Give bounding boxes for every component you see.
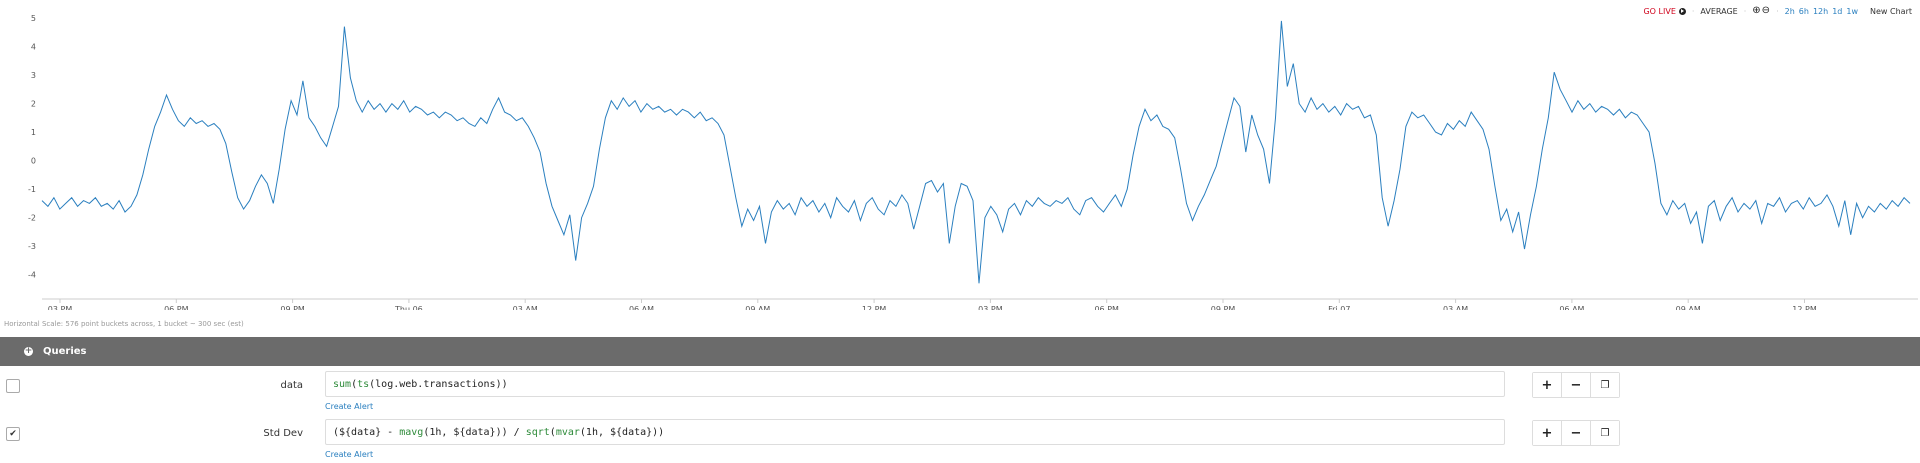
zoom-out-icon[interactable]: ⊖ <box>1761 5 1771 16</box>
x-tick-label: Thu 06 <box>394 305 423 310</box>
expression-token: (${data} - <box>333 427 400 438</box>
separator: · <box>1776 6 1779 16</box>
range-6h-button[interactable]: 6h <box>1798 6 1809 16</box>
queries-header[interactable]: + Queries <box>0 337 1920 366</box>
function-token: sqrt <box>525 427 550 438</box>
remove-query-button[interactable]: − <box>1562 421 1591 445</box>
expression-token: ( <box>549 427 556 438</box>
create-alert-link[interactable]: Create Alert <box>325 402 374 411</box>
query-name: data <box>280 380 303 391</box>
x-tick-label: 12 PM <box>862 305 887 310</box>
y-tick-label: 5 <box>31 14 36 23</box>
time-range-buttons: 2h 6h 12h 1d 1w <box>1785 7 1858 16</box>
y-tick-label: -3 <box>28 242 36 251</box>
range-12h-button[interactable]: 12h <box>1812 6 1829 16</box>
x-tick-label: 03 AM <box>513 305 538 310</box>
function-token: mvar <box>555 427 580 438</box>
y-tick-label: 3 <box>31 71 36 80</box>
y-axis: 5 4 3 2 1 0 -1 -2 -3 -4 <box>28 14 36 280</box>
queries-title: Queries <box>43 346 87 357</box>
add-query-icon[interactable]: + <box>24 346 33 356</box>
zoom-controls: ⊕ ⊖ <box>1752 6 1770 16</box>
add-query-button[interactable]: + <box>1533 421 1562 445</box>
x-tick-label: 03 PM <box>978 305 1003 310</box>
query-actions: + − ❐ <box>1532 420 1620 446</box>
aggregation-select[interactable]: AVERAGE <box>1700 6 1738 16</box>
x-tick-label: 06 AM <box>629 305 654 310</box>
series-line[interactable] <box>41 20 1911 284</box>
chart-toolbar: GO LIVE · AVERAGE · ⊕ ⊖ · 2h 6h 12h 1d 1… <box>1643 4 1912 18</box>
range-1d-button[interactable]: 1d <box>1832 6 1843 16</box>
function-token: sum <box>333 379 352 390</box>
copy-icon[interactable]: ❐ <box>1591 373 1619 397</box>
x-tick-label: 12 PM <box>1792 305 1817 310</box>
horizontal-scale-note: Horizontal Scale: 576 point buckets acro… <box>4 320 244 328</box>
range-2h-button[interactable]: 2h <box>1784 6 1795 16</box>
x-tick-label: 09 AM <box>1676 305 1701 310</box>
separator: · <box>1691 6 1695 16</box>
go-live-button[interactable]: GO LIVE <box>1643 6 1686 16</box>
x-tick-label: 06 AM <box>1559 305 1584 310</box>
y-tick-label: 2 <box>31 100 36 109</box>
x-tick-label: 09 PM <box>280 305 305 310</box>
y-tick-label: 1 <box>31 128 36 137</box>
y-tick-label: -2 <box>28 214 36 223</box>
add-query-button[interactable]: + <box>1533 373 1562 397</box>
query-expression-input[interactable]: sum(ts(log.web.transactions)) <box>325 371 1505 397</box>
play-icon <box>1678 7 1686 15</box>
x-tick-label: 03 PM <box>48 305 73 310</box>
x-tick-label: 06 PM <box>1094 305 1119 310</box>
query-name: Std Dev <box>263 428 303 439</box>
expression-token: (1h, ${data})) / <box>423 427 526 438</box>
query-row-std-dev: ✔ Std Dev (${data} - mavg(1h, ${data})) … <box>0 418 1920 459</box>
query-actions: + − ❐ <box>1532 372 1620 398</box>
range-1w-button[interactable]: 1w <box>1846 6 1859 16</box>
timeseries-chart[interactable]: 5 4 3 2 1 0 -1 -2 -3 -4 03 PM 06 PM 09 PM Thu 06 03 A… <box>0 0 1920 310</box>
query-expression-input[interactable]: (${data} - mavg(1h, ${data})) / sqrt(mva… <box>325 419 1505 445</box>
y-tick-label: -1 <box>28 185 36 194</box>
copy-icon[interactable]: ❐ <box>1591 421 1619 445</box>
x-tick-label: 09 AM <box>745 305 770 310</box>
remove-query-button[interactable]: − <box>1562 373 1591 397</box>
x-tick-label: 06 PM <box>164 305 189 310</box>
query-enable-checkbox[interactable]: ✔ <box>6 427 20 441</box>
x-tick-label: 09 PM <box>1211 305 1236 310</box>
y-tick-label: 0 <box>31 157 36 166</box>
zoom-in-icon[interactable]: ⊕ <box>1752 5 1761 16</box>
expression-token: ( <box>351 379 358 390</box>
x-tick-label: Fri 07 <box>1328 305 1350 310</box>
new-chart-button[interactable]: New Chart <box>1870 6 1912 16</box>
function-token: ts <box>357 379 370 390</box>
query-row-data: data sum(ts(log.web.transactions)) Creat… <box>0 370 1920 411</box>
x-axis: 03 PM 06 PM 09 PM Thu 06 03 AM 06 AM 09 AM 12 P… <box>48 299 1817 310</box>
function-token: mavg <box>399 427 424 438</box>
go-live-label: GO LIVE <box>1643 6 1676 16</box>
expression-token: (1h, ${data})) <box>579 427 665 438</box>
y-tick-label: -4 <box>28 271 36 280</box>
x-tick-label: 03 AM <box>1443 305 1468 310</box>
expression-token: (log.web.transactions)) <box>369 379 508 390</box>
create-alert-link[interactable]: Create Alert <box>325 450 374 459</box>
separator: · <box>1743 6 1747 16</box>
y-tick-label: 4 <box>31 43 36 52</box>
query-enable-checkbox[interactable] <box>6 379 20 393</box>
